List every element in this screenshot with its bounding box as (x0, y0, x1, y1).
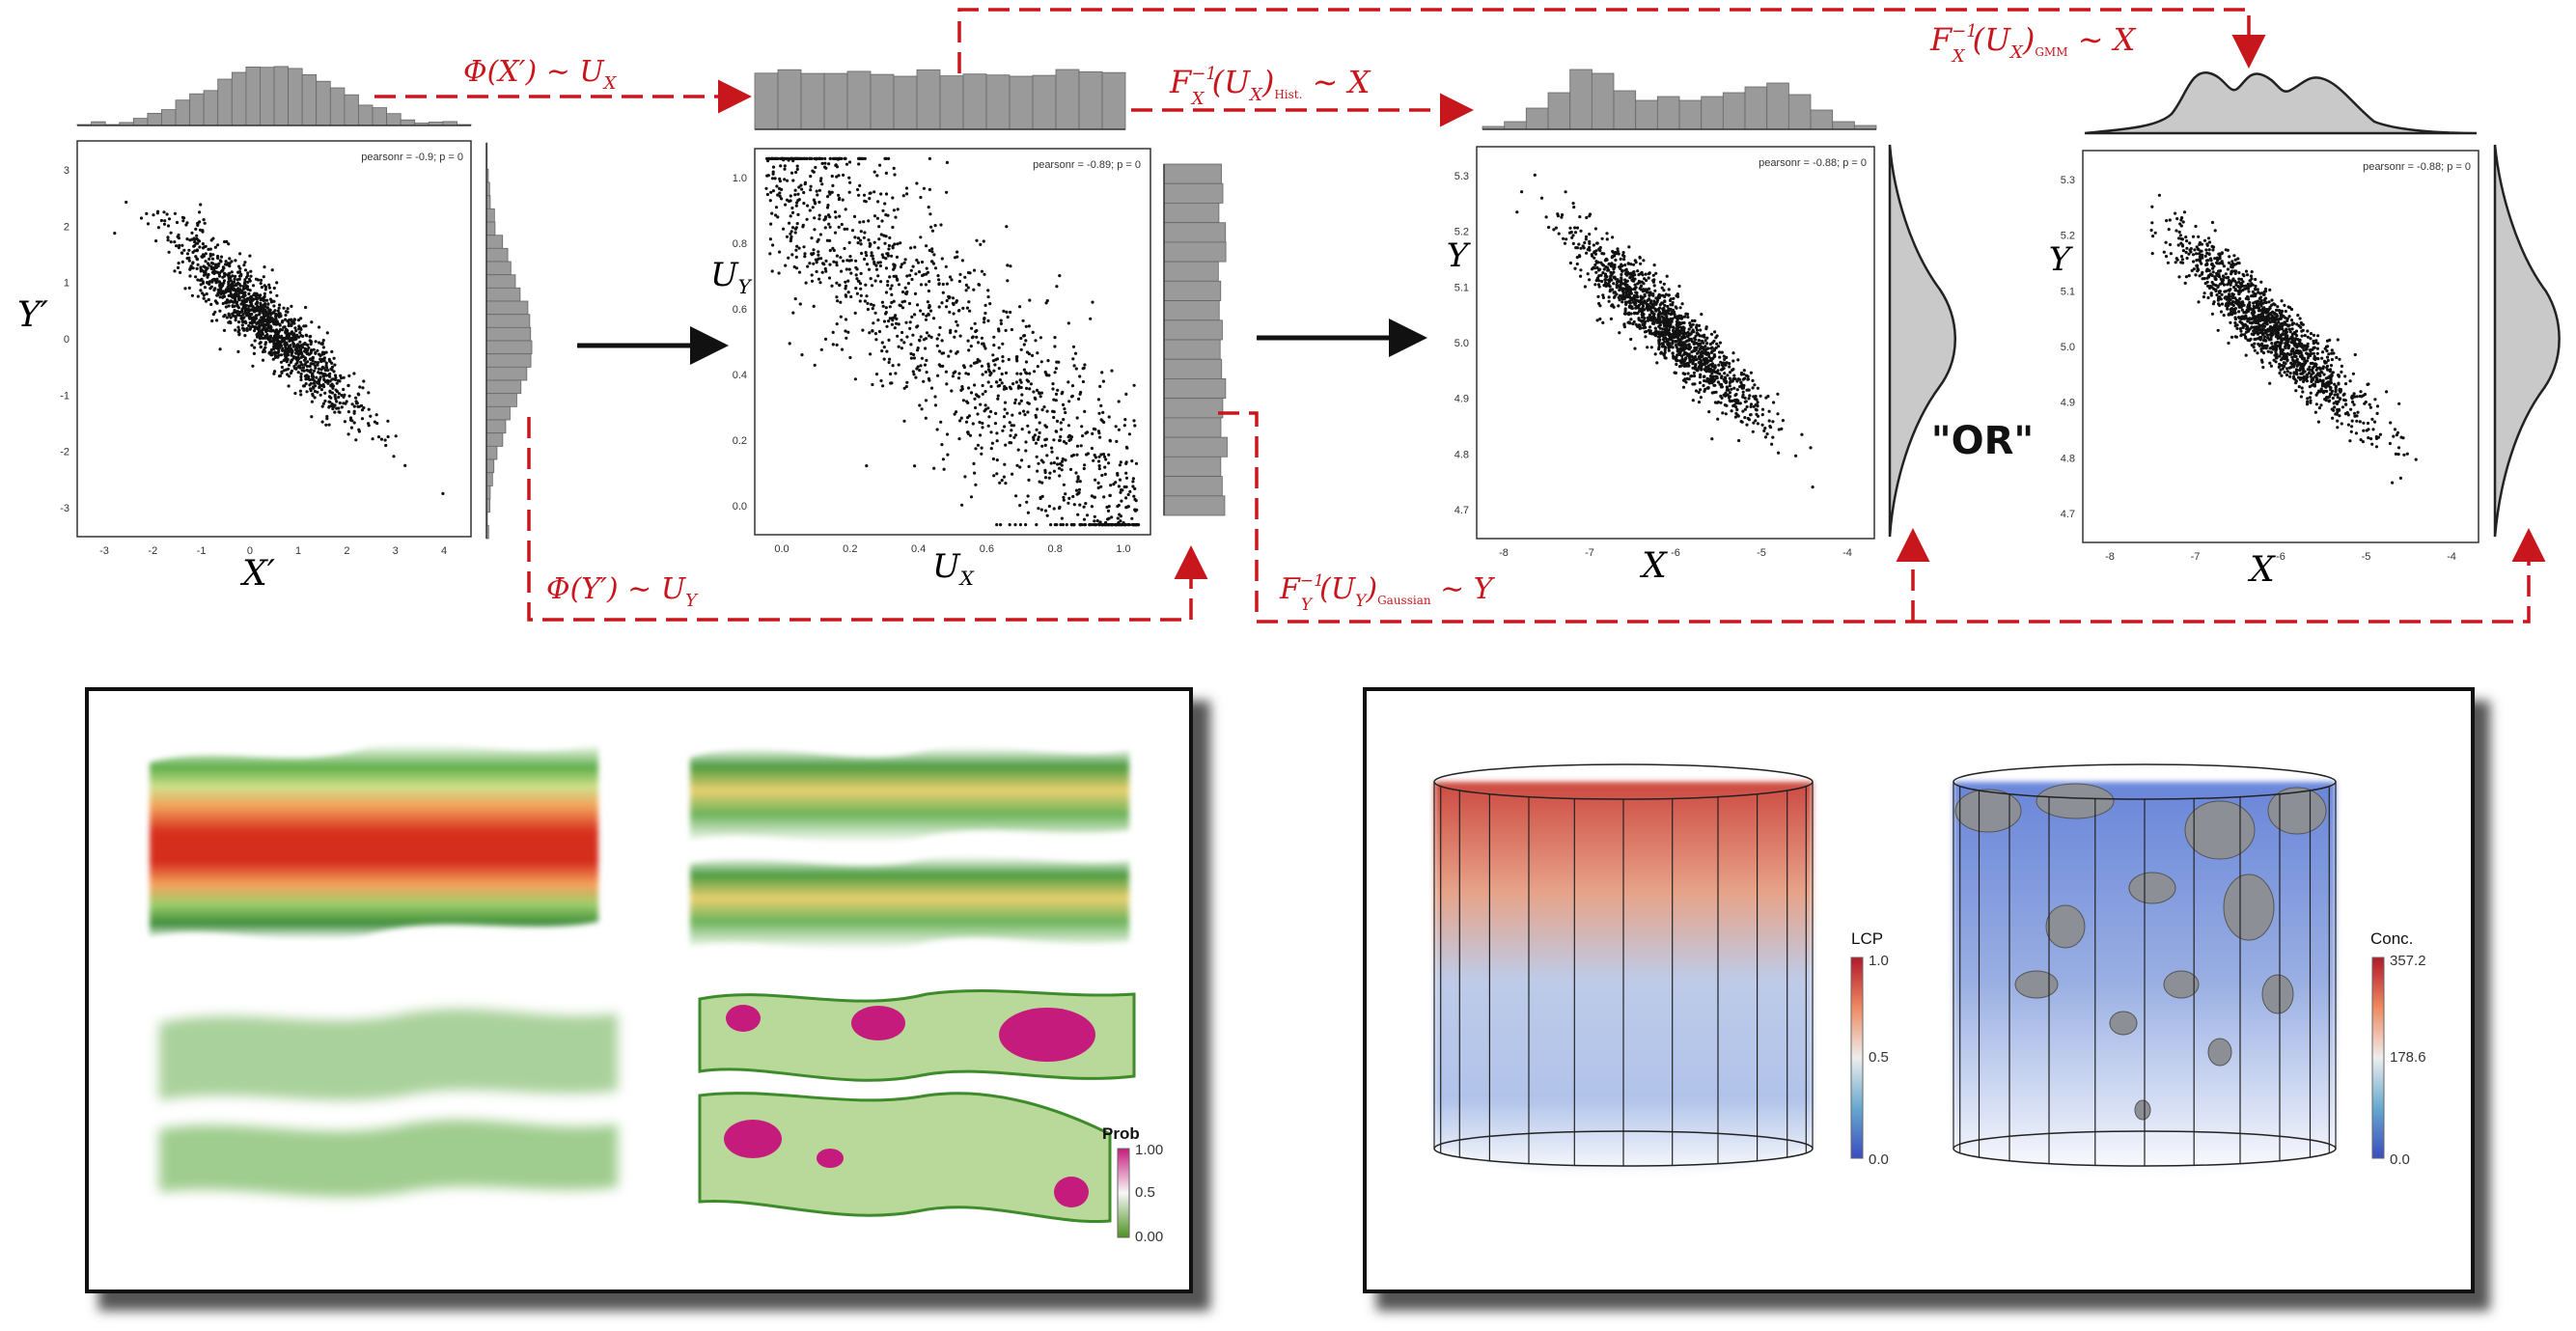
xtick-1: 4 (441, 545, 447, 557)
scatter-cloud-2 (764, 157, 1140, 526)
colorbar-conc-tick-max: 357.2 (2390, 953, 2426, 969)
arrow-inv-gmm (959, 10, 2249, 73)
scatter-cloud-3 (1515, 174, 1814, 488)
colorbar-lcp (1851, 957, 1863, 1158)
cylinder-lcp (1434, 764, 1813, 1178)
ytick-3: 4.8 (1454, 449, 1469, 460)
xtick-2: 0.4 (911, 543, 926, 555)
xlabel-3: X (1639, 546, 1668, 586)
ytick-1: 3 (64, 165, 69, 177)
colorbar-conc (2372, 957, 2384, 1158)
ytick-4: 5.3 (2061, 175, 2075, 186)
pearson-stat-4: pearsonr = -0.88; p = 0 (2363, 161, 2471, 173)
volume-render-panel-right: LCP 1.0 0.5 0.0 Conc. 357.2 178.6 0.0 (1365, 689, 2490, 1311)
xtick-2: 0.8 (1048, 543, 1063, 555)
xtick-4: -6 (2276, 551, 2285, 563)
ytick-1: -2 (60, 447, 69, 458)
or-label: "OR" (1931, 419, 2034, 463)
xtick-4: -4 (2447, 551, 2456, 563)
kde-top-gmm (2085, 72, 2477, 133)
pearson-stat-1: pearsonr = -0.9; p = 0 (361, 152, 463, 163)
colorbar-lcp-tick-min: 0.0 (1869, 1151, 1889, 1168)
xtick-3: -4 (1842, 547, 1852, 559)
kde-right-gauss-1 (1890, 145, 1955, 537)
ytick-3: 4.7 (1454, 505, 1469, 516)
ytick-1: 2 (64, 221, 69, 233)
xlabel-2: UX (932, 547, 975, 590)
ylabel-2: UY (710, 256, 753, 298)
xtick-1: 2 (344, 545, 349, 557)
ytick-1: 1 (64, 278, 69, 290)
cylinder-conc (1953, 764, 2336, 1178)
colorbar-conc-title: Conc. (2370, 929, 2413, 948)
kde-right-gauss-2 (2495, 145, 2560, 537)
ytick-4: 4.8 (2061, 453, 2075, 464)
ytick-3: 5.0 (1454, 338, 1469, 349)
scatter-cloud-1 (113, 201, 444, 495)
colorbar-conc-tick-min: 0.0 (2390, 1151, 2410, 1168)
ytick-2: 0.8 (733, 238, 747, 250)
xtick-1: 3 (393, 545, 399, 557)
xtick-4: -7 (2191, 551, 2201, 563)
colorbar-lcp-tick-max: 1.0 (1869, 953, 1889, 969)
ytick-2: 1.0 (733, 173, 747, 184)
ytick-2: 0.0 (733, 501, 747, 513)
ytick-3: 5.3 (1454, 171, 1469, 182)
colorbar-prob-tick-min: 0.00 (1135, 1229, 1163, 1245)
xtick-2: 0.2 (843, 543, 857, 555)
arrow-inv-gauss (1218, 413, 2529, 622)
colorbar-lcp-tick-mid: 0.5 (1869, 1049, 1889, 1066)
xtick-2: 1.0 (1116, 543, 1130, 555)
ytick-4: 4.9 (2061, 398, 2075, 409)
ytick-1: -1 (60, 390, 69, 402)
pearson-stat-2: pearsonr = -0.89; p = 0 (1033, 159, 1141, 171)
xtick-3: -8 (1499, 547, 1509, 559)
ytick-2: 0.2 (733, 435, 747, 447)
xlabel-4: X (2247, 550, 2276, 590)
pearson-stat-3: pearsonr = -0.88; p = 0 (1759, 157, 1867, 169)
marginal-histograms (77, 67, 1876, 539)
colorbar-prob (1118, 1149, 1129, 1237)
xtick-1: -1 (197, 545, 207, 557)
xtick-1: -3 (99, 545, 109, 557)
volume-render-panel-left: Prob 1.00 0.5 0.00 (87, 689, 1210, 1311)
colorbar-prob-tick-max: 1.00 (1135, 1142, 1163, 1158)
label-phi-y: Φ(Y′) ∼ UY (546, 572, 699, 611)
colorbar-conc-tick-mid: 178.6 (2390, 1049, 2426, 1066)
xtick-3: -5 (1757, 547, 1766, 559)
scatter-cloud-4 (2150, 194, 2418, 485)
ylabel-4: Y (2049, 240, 2074, 279)
xtick-1: 1 (295, 545, 301, 557)
ytick-1: -3 (60, 503, 69, 514)
xtick-2: 0.0 (774, 543, 789, 555)
ytick-3: 4.9 (1454, 394, 1469, 405)
xtick-3: -7 (1585, 547, 1594, 559)
ytick-2: 0.4 (733, 370, 747, 381)
ytick-1: 0 (64, 334, 69, 346)
xtick-3: -6 (1671, 547, 1680, 559)
xtick-4: -8 (2105, 551, 2115, 563)
ytick-3: 5.1 (1454, 282, 1469, 293)
xlabel-1: X′ (239, 554, 275, 594)
ylabel-3: Y (1447, 236, 1472, 275)
colorbar-lcp-title: LCP (1851, 929, 1883, 948)
ylabel-1: Y′ (17, 295, 48, 335)
xtick-1: -2 (148, 545, 157, 557)
ytick-4: 5.1 (2061, 286, 2075, 297)
ytick-4: 4.7 (2061, 509, 2075, 520)
ytick-2: 0.6 (733, 304, 747, 316)
label-phi-x: Φ(X′) ∼ UX (463, 55, 618, 94)
ytick-4: 5.0 (2061, 342, 2075, 353)
xtick-2: 0.6 (980, 543, 994, 555)
render-prediction-band (150, 744, 598, 940)
colorbar-prob-tick-mid: 0.5 (1135, 1184, 1155, 1201)
xtick-4: -5 (2362, 551, 2371, 563)
colorbar-prob-title: Prob (1102, 1124, 1140, 1143)
